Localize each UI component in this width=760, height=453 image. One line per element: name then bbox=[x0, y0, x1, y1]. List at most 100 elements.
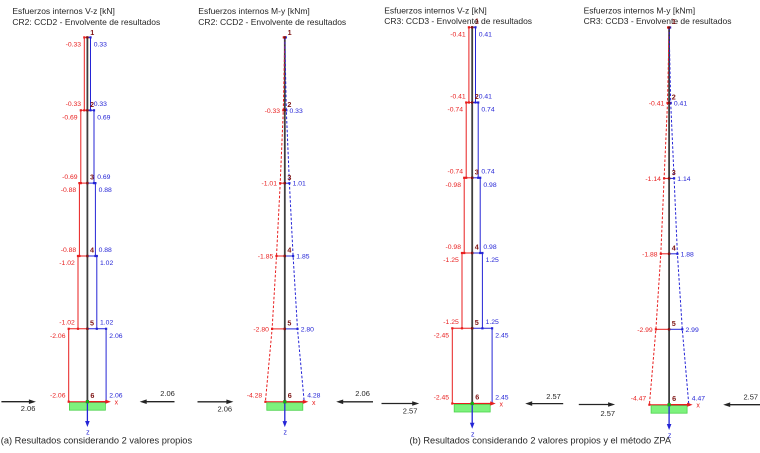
svg-text:-0.33: -0.33 bbox=[66, 41, 82, 48]
svg-text:Esfuerzos internos M-y [kNm]: Esfuerzos internos M-y [kNm] bbox=[584, 6, 695, 16]
svg-text:-1.01: -1.01 bbox=[262, 181, 278, 188]
svg-text:-0.41: -0.41 bbox=[649, 100, 665, 107]
svg-text:1.85: 1.85 bbox=[296, 254, 309, 261]
svg-text:0.69: 0.69 bbox=[97, 114, 110, 121]
svg-text:Esfuerzos internos V-z [kN]: Esfuerzos internos V-z [kN] bbox=[12, 6, 115, 16]
svg-text:4: 4 bbox=[475, 243, 479, 252]
svg-text:2.06: 2.06 bbox=[355, 389, 370, 398]
svg-text:3: 3 bbox=[287, 173, 291, 182]
svg-text:0.33: 0.33 bbox=[94, 101, 107, 108]
svg-text:5: 5 bbox=[672, 319, 676, 328]
svg-text:1.14: 1.14 bbox=[677, 176, 690, 183]
svg-text:1.88: 1.88 bbox=[681, 251, 694, 258]
svg-text:0.98: 0.98 bbox=[483, 244, 496, 251]
svg-text:-1.25: -1.25 bbox=[443, 257, 459, 264]
svg-text:CR3: CCD3 - Envolvente de resu: CR3: CCD3 - Envolvente de resultados bbox=[584, 16, 732, 26]
svg-text:1: 1 bbox=[90, 28, 94, 37]
svg-text:6: 6 bbox=[90, 391, 94, 400]
svg-text:-0.33: -0.33 bbox=[265, 108, 281, 115]
svg-text:1: 1 bbox=[672, 17, 676, 26]
svg-text:0.41: 0.41 bbox=[479, 31, 492, 38]
svg-text:2.06: 2.06 bbox=[109, 333, 122, 340]
svg-text:x: x bbox=[115, 400, 119, 407]
svg-text:2.45: 2.45 bbox=[495, 332, 508, 339]
svg-text:0.33: 0.33 bbox=[94, 41, 107, 48]
svg-text:0.69: 0.69 bbox=[97, 174, 110, 181]
svg-text:6: 6 bbox=[475, 393, 479, 402]
svg-text:-0.69: -0.69 bbox=[62, 174, 78, 181]
svg-text:Esfuerzos internos V-z [kN]: Esfuerzos internos V-z [kN] bbox=[384, 6, 487, 16]
svg-text:0.88: 0.88 bbox=[99, 247, 112, 254]
svg-text:-2.99: -2.99 bbox=[637, 327, 653, 334]
svg-text:6: 6 bbox=[288, 391, 292, 400]
svg-text:-0.33: -0.33 bbox=[66, 101, 82, 108]
svg-text:0.74: 0.74 bbox=[481, 169, 494, 176]
svg-text:-1.85: -1.85 bbox=[258, 254, 274, 261]
svg-text:2.57: 2.57 bbox=[546, 392, 561, 401]
svg-text:-0.41: -0.41 bbox=[450, 31, 466, 38]
svg-text:-0.74: -0.74 bbox=[448, 169, 464, 176]
svg-text:2.57: 2.57 bbox=[600, 409, 615, 418]
svg-text:-1.02: -1.02 bbox=[59, 320, 75, 327]
svg-text:1.01: 1.01 bbox=[293, 181, 306, 188]
svg-text:2.06: 2.06 bbox=[109, 393, 122, 400]
svg-text:0.88: 0.88 bbox=[99, 187, 112, 194]
svg-text:x: x bbox=[499, 402, 503, 409]
svg-text:-0.88: -0.88 bbox=[61, 247, 77, 254]
svg-text:2: 2 bbox=[475, 92, 479, 101]
svg-text:z: z bbox=[86, 430, 90, 437]
svg-text:-0.69: -0.69 bbox=[62, 114, 78, 121]
svg-text:-0.98: -0.98 bbox=[446, 182, 462, 189]
svg-text:2.06: 2.06 bbox=[217, 404, 232, 413]
svg-text:6: 6 bbox=[672, 394, 676, 403]
svg-text:-4.47: -4.47 bbox=[631, 396, 647, 403]
svg-text:0.41: 0.41 bbox=[674, 100, 687, 107]
svg-text:3: 3 bbox=[475, 167, 479, 176]
svg-text:4.47: 4.47 bbox=[692, 396, 705, 403]
svg-text:-1.88: -1.88 bbox=[642, 251, 658, 258]
svg-text:0.98: 0.98 bbox=[483, 182, 496, 189]
svg-text:1.02: 1.02 bbox=[100, 260, 113, 267]
svg-text:1: 1 bbox=[475, 17, 479, 26]
svg-text:-1.25: -1.25 bbox=[443, 319, 459, 326]
svg-text:2.57: 2.57 bbox=[403, 406, 418, 415]
svg-text:-2.06: -2.06 bbox=[50, 333, 66, 340]
svg-text:1.25: 1.25 bbox=[486, 257, 499, 264]
svg-text:4.28: 4.28 bbox=[307, 393, 320, 400]
svg-text:(b) Resultados considerando 2: (b) Resultados considerando 2 valores pr… bbox=[410, 436, 672, 446]
svg-text:1.25: 1.25 bbox=[486, 319, 499, 326]
svg-text:4: 4 bbox=[90, 246, 94, 255]
svg-text:4: 4 bbox=[672, 243, 676, 252]
svg-text:2: 2 bbox=[672, 93, 676, 102]
svg-text:2.80: 2.80 bbox=[301, 326, 314, 333]
svg-text:1: 1 bbox=[288, 28, 292, 37]
svg-text:2: 2 bbox=[90, 100, 94, 109]
svg-text:CR2: CCD2 - Envolvente de resu: CR2: CCD2 - Envolvente de resultados bbox=[198, 17, 346, 27]
svg-text:2.45: 2.45 bbox=[495, 394, 508, 401]
svg-text:(a) Resultados considerando 2: (a) Resultados considerando 2 valores pr… bbox=[1, 436, 193, 446]
svg-text:5: 5 bbox=[90, 318, 94, 327]
svg-text:CR2: CCD2 - Envolvente de resu: CR2: CCD2 - Envolvente de resultados bbox=[12, 17, 160, 27]
svg-text:-0.98: -0.98 bbox=[446, 244, 462, 251]
svg-text:0.33: 0.33 bbox=[290, 108, 303, 115]
svg-text:-4.28: -4.28 bbox=[247, 393, 263, 400]
svg-text:3: 3 bbox=[672, 168, 676, 177]
svg-text:0.74: 0.74 bbox=[481, 107, 494, 114]
svg-text:-2.80: -2.80 bbox=[253, 326, 269, 333]
svg-text:-2.06: -2.06 bbox=[50, 393, 66, 400]
svg-text:5: 5 bbox=[287, 319, 291, 328]
svg-text:z: z bbox=[284, 430, 288, 437]
svg-text:5: 5 bbox=[475, 318, 479, 327]
svg-text:2.06: 2.06 bbox=[21, 404, 36, 413]
svg-text:3: 3 bbox=[90, 173, 94, 182]
svg-text:z: z bbox=[471, 431, 475, 438]
svg-text:x: x bbox=[696, 403, 700, 410]
svg-text:2.57: 2.57 bbox=[743, 393, 758, 402]
svg-text:-2.45: -2.45 bbox=[434, 394, 450, 401]
svg-text:z: z bbox=[668, 433, 672, 440]
svg-text:-0.74: -0.74 bbox=[448, 107, 464, 114]
svg-text:x: x bbox=[312, 400, 316, 407]
svg-text:2: 2 bbox=[287, 100, 291, 109]
svg-text:0.41: 0.41 bbox=[479, 93, 492, 100]
svg-text:-0.88: -0.88 bbox=[61, 187, 77, 194]
